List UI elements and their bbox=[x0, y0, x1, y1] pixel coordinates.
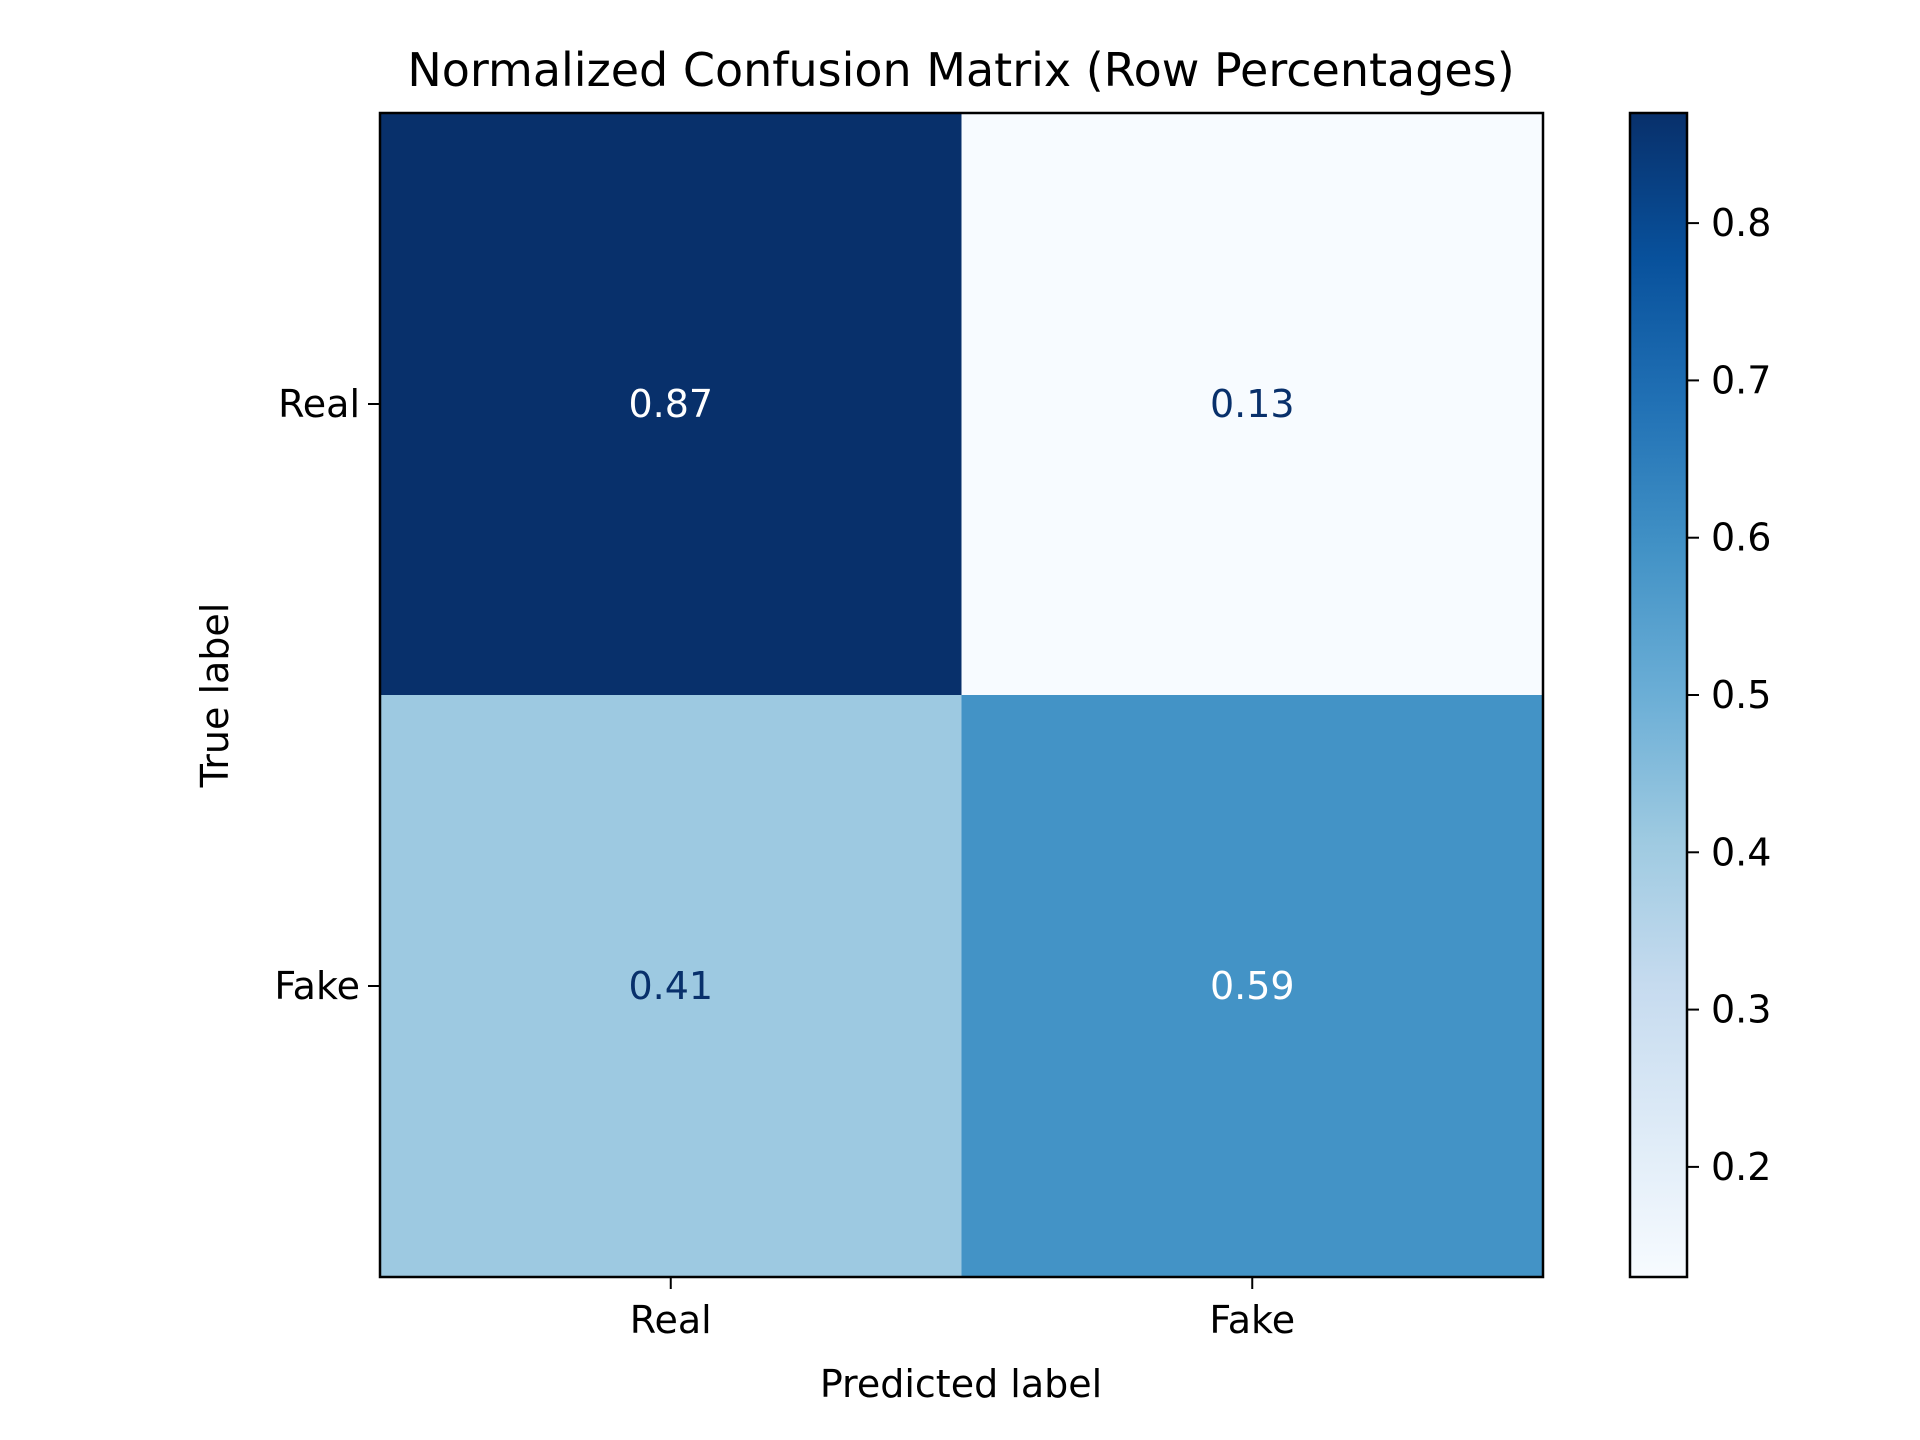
cell-value-labels: 0.87 0.13 0.41 0.59 bbox=[628, 382, 1294, 1008]
colorbar-tick-label: 0.7 bbox=[1711, 358, 1771, 402]
colorbar-tick-label: 0.2 bbox=[1711, 1145, 1771, 1189]
heatmap-cell-fake-real bbox=[380, 695, 962, 1278]
cell-value-label: 0.41 bbox=[628, 964, 713, 1008]
plot-frame bbox=[378, 111, 1545, 1279]
heatmap-cell-fake-fake bbox=[961, 695, 1544, 1278]
colorbar bbox=[1628, 111, 1689, 1279]
colorbar-tick-label: 0.6 bbox=[1711, 516, 1771, 560]
colorbar-tick-label: 0.5 bbox=[1711, 673, 1771, 717]
chart-title: Normalized Confusion Matrix (Row Percent… bbox=[407, 43, 1514, 97]
heatmap-cell-real-fake bbox=[961, 113, 1544, 696]
colorbar-tick-label: 0.8 bbox=[1711, 201, 1771, 245]
x-axis-label: Predicted label bbox=[820, 1362, 1102, 1406]
x-tick-label: Fake bbox=[1209, 1298, 1295, 1342]
colorbar-ticks: 0.2 0.3 0.4 0.5 0.6 0.7 0.8 bbox=[1687, 201, 1771, 1189]
cell-value-label: 0.59 bbox=[1210, 964, 1295, 1008]
colorbar-tick-label: 0.3 bbox=[1711, 988, 1771, 1032]
x-tick-label: Real bbox=[630, 1298, 712, 1342]
cell-value-label: 0.87 bbox=[628, 382, 713, 426]
heatmap-cell-real-real bbox=[380, 113, 962, 696]
colorbar-tick-label: 0.4 bbox=[1711, 830, 1771, 874]
heatmap-cells bbox=[380, 113, 1544, 1278]
cell-value-label: 0.13 bbox=[1210, 382, 1295, 426]
y-axis: Real Fake bbox=[274, 382, 380, 1008]
y-axis-label: True label bbox=[193, 603, 237, 789]
x-axis: Real Fake bbox=[630, 1277, 1295, 1342]
y-tick-label: Real bbox=[278, 382, 360, 426]
y-tick-label: Fake bbox=[274, 964, 360, 1008]
